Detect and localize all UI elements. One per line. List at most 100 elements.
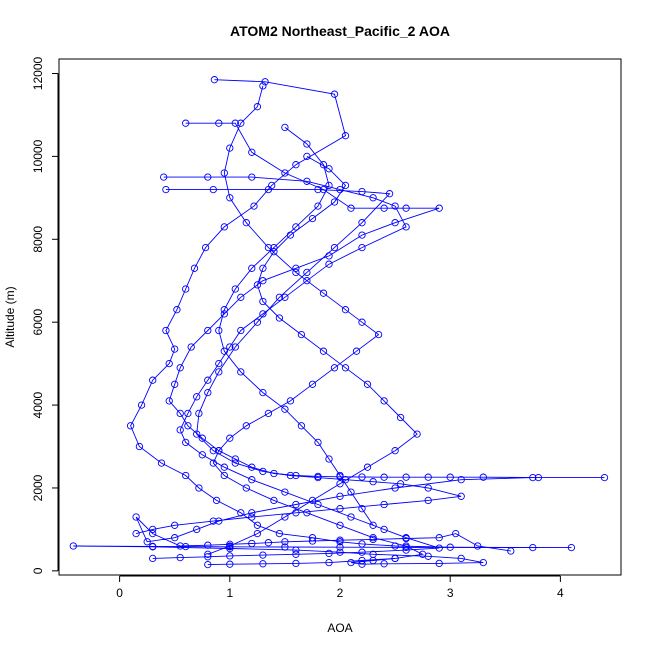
data-point [248,509,256,517]
x-tick-label: 3 [447,586,454,600]
data-point [319,347,328,355]
data-point [325,260,333,268]
data-point [204,553,212,561]
data-point [391,202,399,210]
data-point [391,484,399,492]
data-point [391,447,399,455]
data-point [281,169,289,177]
profile-line [207,156,418,555]
data-point [418,550,427,558]
data-point [358,556,366,565]
data-point [314,185,322,194]
profile-line [218,127,374,526]
data-point [341,132,350,140]
data-point [380,500,388,509]
data-point [204,550,212,558]
data-point [292,500,300,509]
data-point [259,467,267,476]
data-point [374,330,383,339]
data-point [193,525,201,534]
data-point [226,544,234,553]
data-point [358,473,366,481]
data-point [209,185,217,194]
data-point [171,521,179,529]
data-point [479,558,487,567]
data-point [176,542,184,550]
data-point [143,538,151,546]
data-point [336,521,344,529]
y-tick-label: 2000 [31,474,45,501]
data-point [303,277,311,285]
data-point [336,536,344,544]
data-point [336,543,344,551]
data-point [358,505,366,513]
data-point [330,364,339,372]
data-point [270,248,278,256]
data-point [201,243,210,252]
data-point [330,243,339,252]
data-point [182,285,190,293]
plot-frame [58,58,622,576]
data-point [308,496,317,505]
data-point [380,473,388,481]
data-point [160,173,168,181]
data-point [237,119,245,127]
data-point [281,538,289,546]
data-point [363,463,372,471]
data-point [204,541,212,549]
data-point [248,148,256,156]
data-point [182,438,190,447]
data-point [474,542,482,550]
data-point [226,552,234,560]
data-point [380,397,388,405]
data-point [259,551,267,559]
data-point [259,82,267,90]
data-point [369,521,377,529]
data-point [319,161,328,169]
data-point [567,543,576,552]
data-point [325,165,333,173]
data-point [292,264,300,272]
data-point [149,525,157,534]
data-point [347,488,355,496]
data-point [220,169,228,177]
data-point [534,473,543,482]
profile-line [73,79,572,565]
data-point [248,476,256,484]
data-point [336,480,344,488]
data-point [303,177,311,185]
data-point [171,534,179,542]
data-point [275,529,284,538]
profile-series [149,173,443,563]
data-point [259,297,267,306]
data-point [259,310,267,318]
data-point [529,543,537,552]
data-point [220,471,228,480]
data-point [149,543,157,551]
data-point [209,459,217,467]
data-point [187,343,195,351]
data-point [314,438,322,447]
data-point [226,144,234,152]
data-point [270,243,278,252]
data-point [204,376,212,384]
data-point [248,264,256,272]
data-point [369,194,377,202]
data-point [149,376,157,384]
data-point [184,422,192,430]
data-point [369,534,377,542]
data-point [264,539,273,547]
y-axis-label: Altitude (m) [3,286,17,347]
chart-title: ATOM2 Northeast_Pacific_2 AOA [230,23,450,39]
data-point [341,181,350,190]
data-point [435,534,443,542]
data-point [253,103,262,111]
data-point [209,447,217,455]
data-point [369,478,377,486]
data-point [292,559,300,568]
data-point [182,542,190,551]
data-point [308,380,317,388]
x-tick-label: 0 [116,586,123,600]
data-point [195,484,203,492]
data-point [165,397,173,405]
